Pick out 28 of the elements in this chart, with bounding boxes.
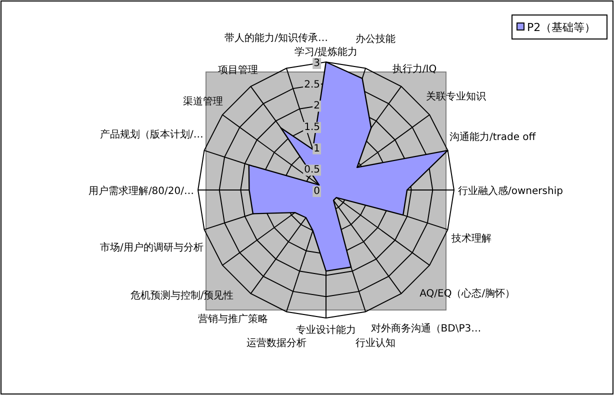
spoke-label: 技术理解: [450, 232, 492, 244]
legend-label: P2（基础等）: [527, 21, 596, 34]
spoke-label: 市场/用户的调研与分析: [100, 242, 204, 254]
spoke-label: 执行力/IQ: [392, 63, 437, 76]
spoke-label: 营销与推广策略: [198, 313, 268, 326]
spoke-label: 渠道管理: [182, 95, 223, 108]
y-tick-label: 2.5: [304, 79, 320, 90]
spoke-label: 行业认知: [355, 337, 396, 350]
spoke-label: 关联专业知识: [426, 90, 486, 103]
y-tick-label: 2: [314, 100, 320, 112]
spoke-label: 行业融入感/ownership: [458, 185, 563, 197]
y-tick-label: 0: [314, 186, 320, 197]
spoke-label: 带人的能力/知识传承…: [224, 32, 328, 44]
spoke-label: 运营数据分析: [246, 337, 307, 350]
y-tick-label: 1.5: [304, 122, 320, 133]
spoke-label: 项目管理: [218, 65, 258, 76]
spoke-label: 产品规划（版本计划/…: [100, 128, 204, 140]
y-tick-label: 3: [314, 58, 320, 69]
spoke-label: 对外商务沟通（BD\P3…: [370, 322, 482, 335]
y-tick-label: 0.5: [304, 164, 320, 176]
spoke-label: 用户需求理解/80/20/…: [88, 185, 194, 197]
spoke-label: 沟通能力/trade off: [449, 130, 537, 143]
y-tick-label: 1: [314, 143, 320, 154]
spoke-label: AQ/EQ（心态/胸怀）: [420, 288, 516, 300]
spoke-label: 专业设计能力: [296, 324, 356, 336]
spoke-label: 危机预测与控制/预见性: [130, 290, 234, 302]
spoke-label: 学习/提炼能力: [294, 46, 358, 58]
spoke-label: 办公技能: [355, 32, 396, 45]
